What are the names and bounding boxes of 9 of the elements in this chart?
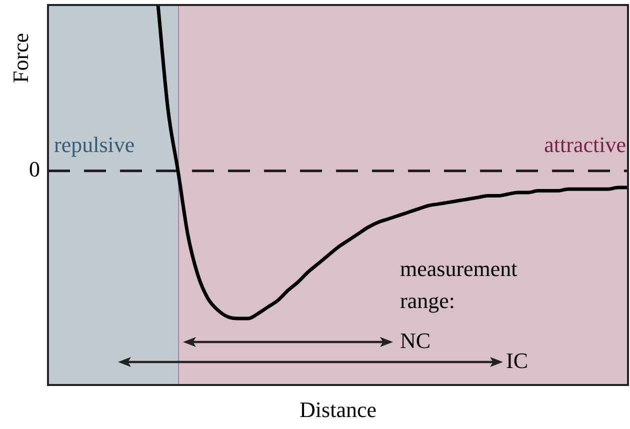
x-axis-title: Distance (300, 396, 376, 422)
text: NC (400, 328, 431, 353)
annotation: measurement (400, 256, 518, 281)
annotation: repulsive (54, 132, 135, 157)
text: IC (506, 348, 528, 373)
annotation: range: (400, 288, 455, 313)
ref-line-label: 0 (29, 156, 40, 182)
annotation: attractive (544, 132, 626, 157)
y-axis-title: Force (8, 32, 33, 84)
